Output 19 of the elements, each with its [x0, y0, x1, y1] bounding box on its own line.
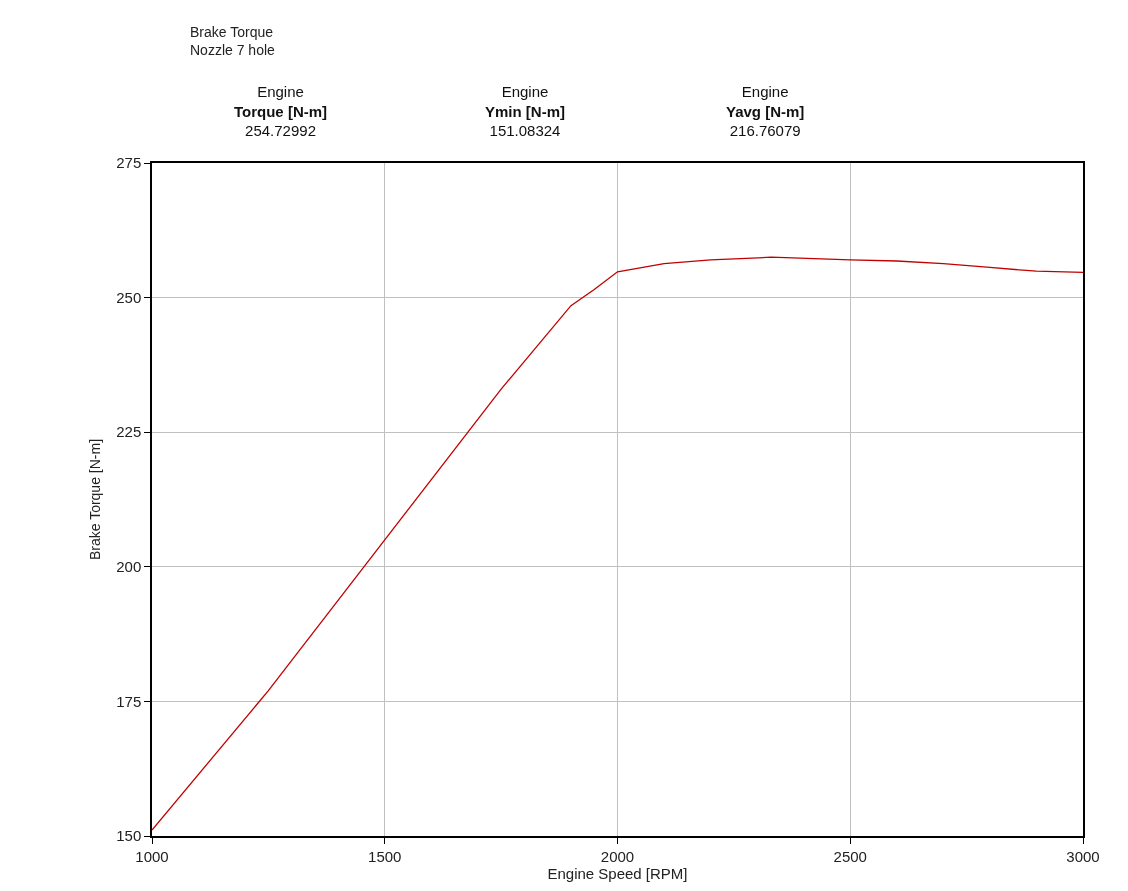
text: Engine Yavg [N-m] 216.76079 — [726, 83, 805, 139]
y-tick-label: 250 — [116, 288, 142, 306]
y-tick-label: 200 — [116, 558, 142, 576]
x-tick-label: 2500 — [833, 847, 867, 865]
chart-title: Brake Torque — [190, 24, 274, 40]
y-axis-title: Brake Torque [N-m] — [87, 438, 104, 561]
line-series — [152, 256, 1083, 831]
y-tick-label: 225 — [116, 423, 142, 441]
chart-subtitle: Nozzle 7 hole — [190, 42, 276, 58]
x-tick-label: 3000 — [1066, 847, 1100, 865]
x-axis-title: Engine Speed [RPM] — [547, 864, 688, 882]
x-tick-label: 1000 — [135, 847, 169, 865]
y-tick-label: 275 — [116, 154, 142, 172]
y-tick-label: 150 — [116, 827, 142, 845]
y-tick-label: 175 — [116, 692, 142, 710]
x-tick-label: 2000 — [600, 847, 635, 865]
text: Engine Torque [N-m] 254.72992 — [234, 83, 328, 139]
text: Engine Ymin [N-m] 151.08324 — [485, 83, 565, 139]
x-tick-label: 1500 — [368, 847, 402, 865]
